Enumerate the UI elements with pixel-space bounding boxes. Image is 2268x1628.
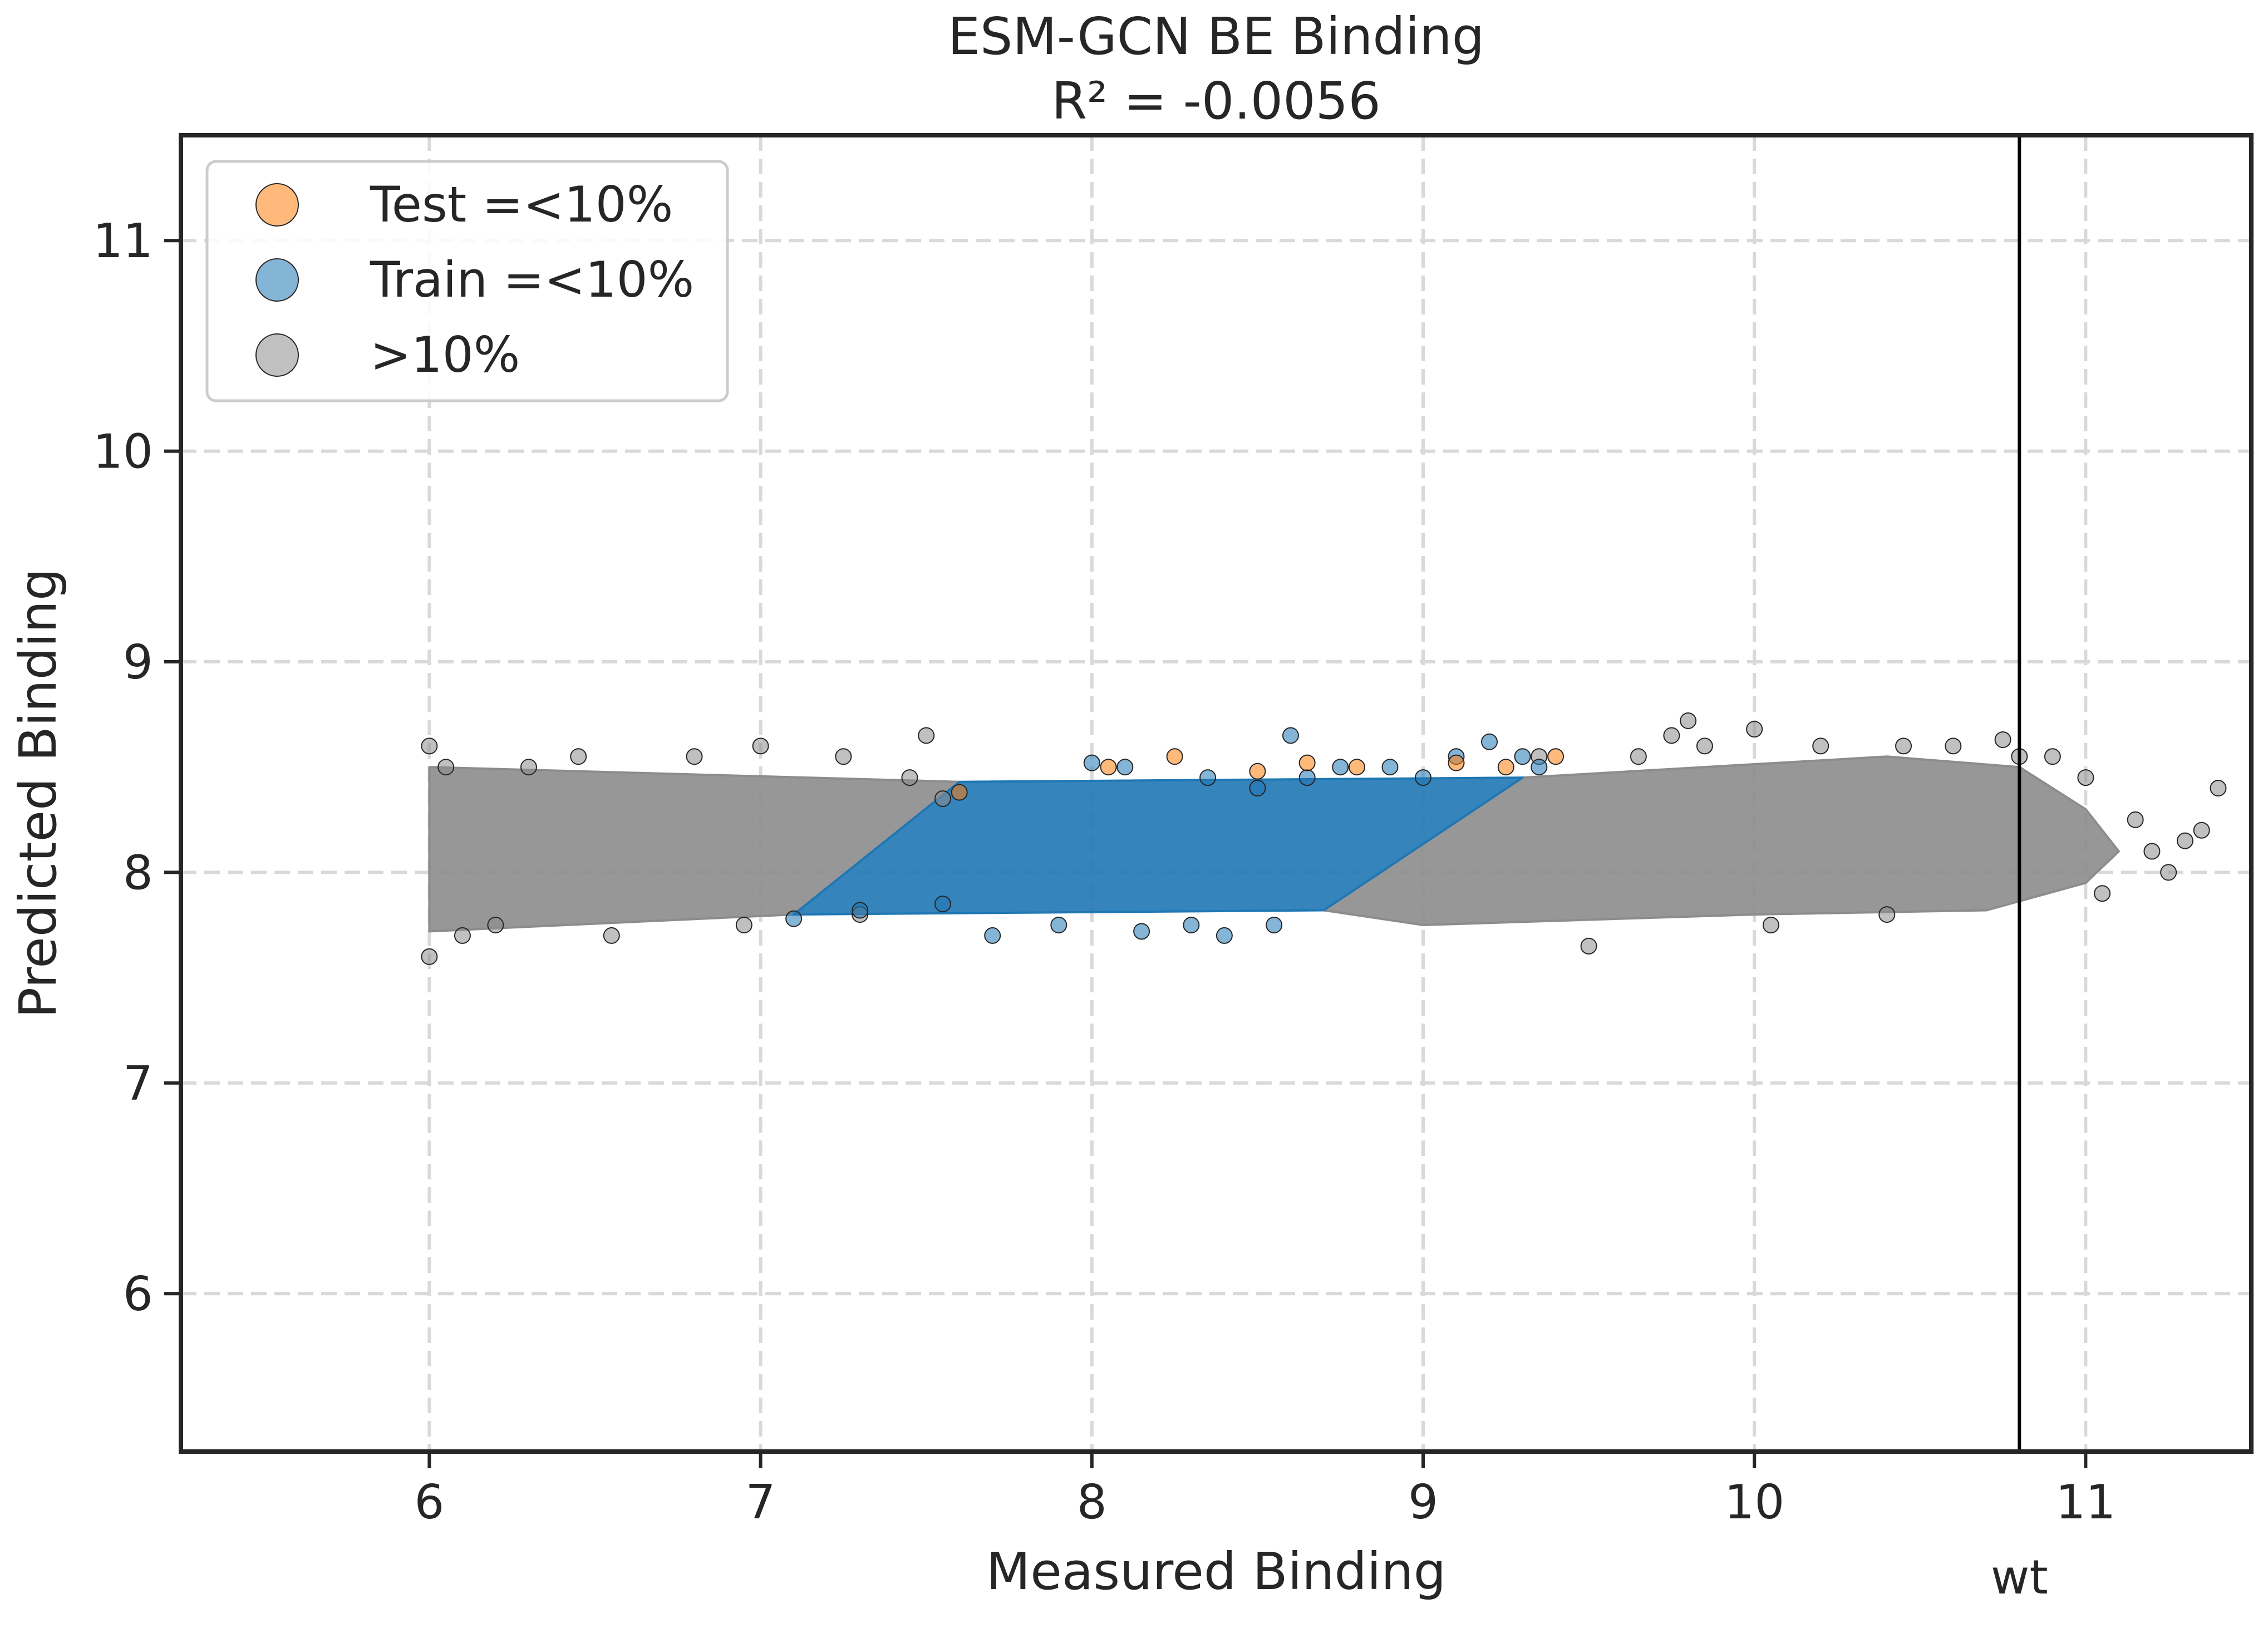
point-test-10 xyxy=(951,784,968,801)
legend-label: Train =<10% xyxy=(370,251,694,308)
legend-label: >10% xyxy=(370,326,520,383)
point-10 xyxy=(686,748,703,765)
y-tick-label: 6 xyxy=(123,1267,153,1322)
plot-frame xyxy=(179,133,2254,1454)
point-10 xyxy=(1878,906,1896,923)
y-axis-label: Predicted Binding xyxy=(8,568,68,1019)
wt-label: wt xyxy=(1991,1550,2048,1605)
point-10 xyxy=(437,759,455,776)
point-10 xyxy=(735,917,752,933)
point-10 xyxy=(454,927,471,944)
x-tick-label: 7 xyxy=(746,1475,776,1530)
y-tick-label: 9 xyxy=(123,635,153,690)
legend-label: Test =<10% xyxy=(370,176,673,233)
point-10 xyxy=(2210,780,2227,797)
point-train-10 xyxy=(934,896,951,913)
point-10 xyxy=(2160,864,2177,881)
x-tick-label: 8 xyxy=(1077,1475,1107,1530)
point-10 xyxy=(421,948,438,965)
point-10 xyxy=(1663,727,1680,744)
point-train-10 xyxy=(1266,917,1283,933)
x-axis-label: Measured Binding xyxy=(986,1542,1446,1601)
point-10 xyxy=(835,748,852,765)
point-10 xyxy=(2077,769,2094,786)
point-train-10 xyxy=(1199,769,1217,786)
point-test-10 xyxy=(1100,759,1117,776)
point-train-10 xyxy=(1298,769,1316,786)
y-tick-label: 8 xyxy=(123,845,153,901)
y-tick-label: 7 xyxy=(123,1056,153,1111)
point-train-10 xyxy=(1381,759,1399,776)
point-train-10 xyxy=(1083,754,1100,771)
density-band-train xyxy=(793,776,1524,916)
reference-line-group: wt xyxy=(1991,135,2048,1605)
point-10 xyxy=(1746,721,1763,738)
point-10 xyxy=(1630,748,1647,765)
legend: Test =<10% Train =<10% >10% xyxy=(205,160,729,402)
point-10 xyxy=(570,748,587,765)
point-10 xyxy=(2127,811,2144,828)
point-train-10 xyxy=(1514,748,1531,765)
legend-marker xyxy=(255,258,299,302)
point-test-10 xyxy=(1298,754,1316,771)
point-train-10 xyxy=(1481,733,1498,750)
point-train-10 xyxy=(1282,727,1299,744)
x-tick-label: 10 xyxy=(1724,1475,1784,1530)
density-band-over-10pct xyxy=(1322,755,2120,926)
legend-marker xyxy=(255,183,299,227)
point-train-10 xyxy=(785,910,803,927)
point-10 xyxy=(520,759,537,776)
point-10 xyxy=(934,790,951,807)
point-10 xyxy=(1696,737,1713,755)
y-tick-label: 10 xyxy=(93,425,153,480)
point-10 xyxy=(918,727,935,744)
point-10 xyxy=(2044,748,2061,765)
point-10 xyxy=(1762,917,1779,933)
chart-subtitle: R² = -0.0056 xyxy=(1051,71,1381,131)
point-test-10 xyxy=(1497,759,1514,776)
legend-marker xyxy=(255,333,299,377)
data-points xyxy=(421,712,2227,965)
x-tick-label: 9 xyxy=(1408,1475,1438,1530)
point-10 xyxy=(1812,737,1829,755)
point-10 xyxy=(603,927,620,944)
point-test-10 xyxy=(1249,763,1266,780)
point-train-10 xyxy=(1216,927,1233,944)
point-train-10 xyxy=(1116,759,1134,776)
axis-ticks: 6 7 8 9 10 11 6 7 8 9 10 11 xyxy=(93,214,2116,1530)
density-bands xyxy=(428,755,2120,933)
point-10 xyxy=(1895,737,1912,755)
point-test-10 xyxy=(1166,748,1183,765)
legend-box xyxy=(205,160,729,402)
point-train-10 xyxy=(852,902,869,919)
point-10 xyxy=(1580,937,1597,955)
point-train-10 xyxy=(1183,917,1200,933)
point-10 xyxy=(752,737,769,755)
x-tick-label: 6 xyxy=(414,1475,444,1530)
point-10 xyxy=(2193,822,2210,839)
point-test-10 xyxy=(1348,759,1365,776)
point-10 xyxy=(487,917,504,933)
point-10 xyxy=(1994,731,2011,749)
point-10 xyxy=(2143,843,2161,860)
point-test-10 xyxy=(1547,748,1565,765)
point-10 xyxy=(1945,737,1962,755)
x-tick-label: 11 xyxy=(2055,1475,2116,1530)
point-train-10 xyxy=(1332,759,1349,776)
point-train-10 xyxy=(1249,780,1266,797)
point-test-10 xyxy=(1448,754,1465,771)
point-train-10 xyxy=(1133,923,1150,940)
point-train-10 xyxy=(1415,769,1431,786)
point-train-10 xyxy=(1050,917,1067,933)
y-tick-label: 11 xyxy=(93,214,153,269)
point-10 xyxy=(2176,832,2193,849)
point-10 xyxy=(421,737,438,755)
point-10 xyxy=(1680,712,1697,729)
point-10 xyxy=(901,769,918,786)
chart-title: ESM-GCN BE Binding xyxy=(948,7,1484,66)
point-train-10 xyxy=(984,927,1001,944)
point-10 xyxy=(2094,885,2111,902)
point-train-10 xyxy=(1531,759,1548,776)
